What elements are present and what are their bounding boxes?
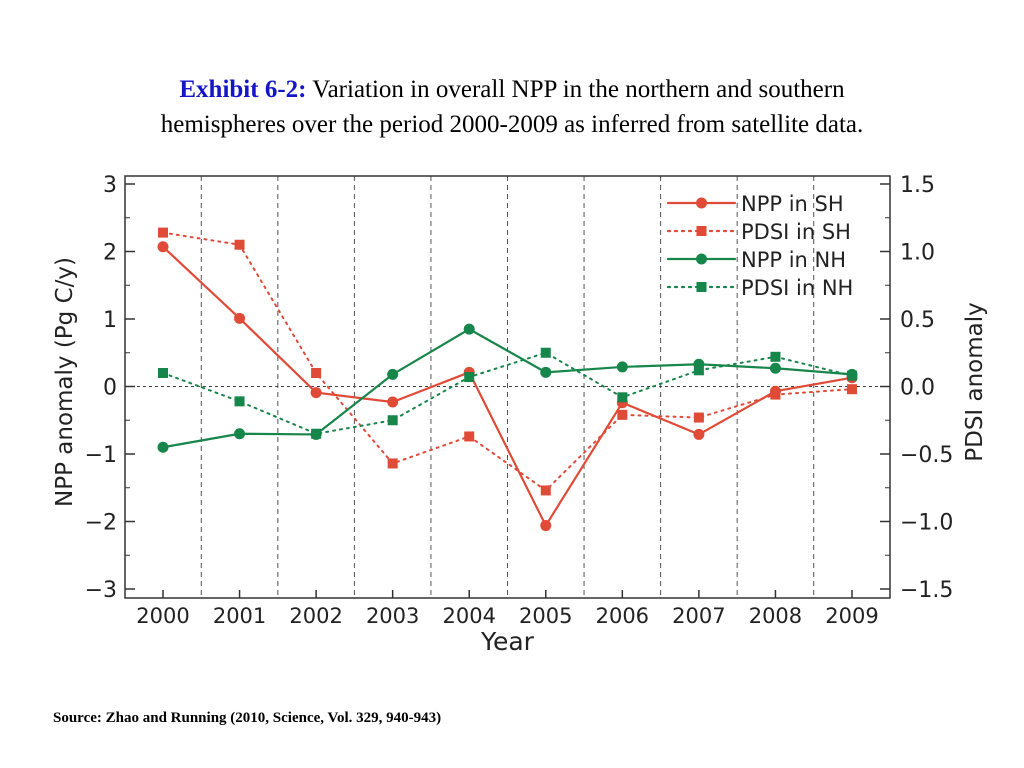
y2-tick-label: −1.5 (900, 578, 953, 603)
legend-marker (696, 253, 707, 265)
y-tick-label: −3 (85, 578, 117, 603)
series-point-3 (158, 368, 168, 378)
y-tick-label: 3 (103, 173, 117, 198)
series-point-0 (387, 396, 399, 408)
series-point-1 (387, 458, 398, 469)
source-note: Source: Zhao and Running (2010, Science,… (53, 710, 442, 726)
series-point-3 (770, 351, 781, 362)
x-tick-label: 2000 (136, 604, 189, 628)
title-text-1: Variation in overall NPP in the northern… (312, 76, 845, 103)
series-point-2 (540, 366, 552, 378)
series-point-1 (311, 368, 322, 378)
legend-label: NPP in SH (741, 192, 844, 216)
series-point-3 (387, 415, 398, 426)
y-tick-label: −1 (85, 443, 117, 468)
y2-tick-label: 1.5 (900, 173, 935, 198)
series-point-2 (234, 428, 246, 440)
series-point-1 (847, 384, 857, 395)
series-point-1 (693, 412, 704, 423)
y-tick-label: 0 (103, 376, 117, 401)
series-point-3 (234, 396, 245, 407)
x-tick-label: 2009 (825, 604, 878, 628)
series-point-2 (616, 361, 628, 373)
y-axis-title: NPP anomaly (Pg C/y) (52, 257, 78, 507)
x-tick-label: 2004 (442, 604, 495, 628)
y2-tick-label: 1.0 (900, 241, 935, 266)
series-point-3 (847, 370, 857, 381)
series-point-2 (387, 368, 399, 380)
series-point-1 (540, 485, 551, 496)
x-tick-label: 2005 (519, 604, 572, 628)
series-point-1 (158, 227, 168, 238)
series-point-1 (464, 431, 475, 442)
x-tick-label: 2006 (596, 604, 649, 628)
series-point-2 (769, 362, 781, 374)
legend-label: PDSI in SH (741, 220, 851, 244)
x-tick-label: 2008 (749, 604, 802, 628)
series-line-1 (162, 231, 853, 492)
title-line-1: Exhibit 6-2: Variation in overall NPP in… (0, 72, 1024, 107)
series-point-0 (540, 520, 552, 532)
chart-title: Exhibit 6-2: Variation in overall NPP in… (0, 72, 1024, 142)
legend-marker (696, 197, 707, 209)
series-point-0 (157, 241, 169, 253)
legend-label: PDSI in NH (741, 276, 853, 300)
x-tick-label: 2003 (366, 604, 419, 628)
series-point-1 (234, 239, 245, 250)
series-line-3 (162, 351, 853, 435)
series-point-1 (770, 389, 781, 400)
series-point-0 (234, 312, 246, 324)
legend-marker (696, 226, 707, 236)
legend-label: NPP in NH (741, 248, 846, 272)
y2-tick-label: 0.5 (900, 308, 935, 333)
y2-tick-label: −0.5 (900, 443, 953, 468)
series-point-0 (693, 428, 705, 440)
y-tick-label: 1 (103, 308, 117, 333)
legend-marker (696, 282, 707, 292)
series-point-3 (540, 347, 551, 358)
series-point-3 (617, 392, 628, 403)
y2-axis-title: PDSI anomaly (962, 302, 988, 462)
series-point-3 (464, 372, 475, 383)
series-point-2 (157, 441, 169, 453)
series-line-2 (161, 327, 854, 449)
series-point-1 (617, 409, 628, 420)
title-prefix: Exhibit 6-2: (179, 76, 307, 103)
series-point-2 (463, 323, 475, 335)
x-tick-label: 2001 (213, 604, 266, 628)
y2-tick-label: 0.0 (900, 376, 935, 401)
x-axis-title: Year (480, 627, 535, 656)
x-tick-label: 2002 (289, 604, 342, 628)
y-tick-label: 2 (103, 241, 117, 266)
series-point-3 (693, 365, 704, 376)
series-line-0 (161, 245, 854, 528)
x-tick-label: 2007 (672, 604, 725, 628)
title-line-2: hemispheres over the period 2000-2009 as… (160, 111, 864, 138)
series-point-3 (311, 428, 322, 439)
y2-tick-label: −1.0 (900, 511, 953, 536)
y-tick-label: −2 (85, 511, 117, 536)
series-point-0 (310, 387, 322, 399)
